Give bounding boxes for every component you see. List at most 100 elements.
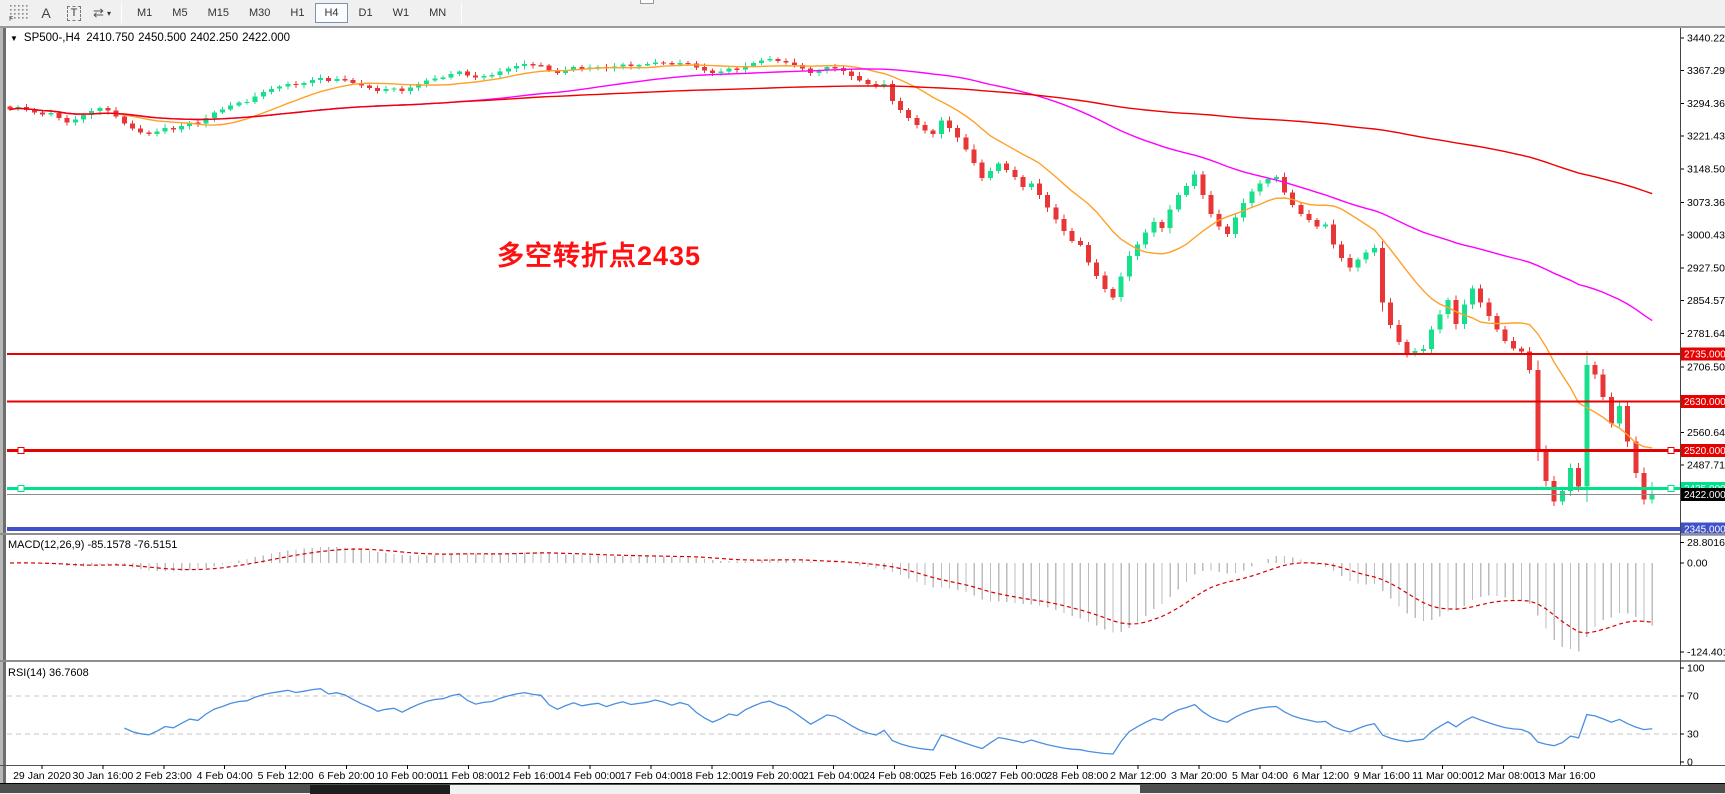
svg-text:21 Feb 04:00: 21 Feb 04:00: [803, 770, 865, 782]
ma-150-line: [9, 85, 1653, 195]
macd-histogram: [17, 547, 1653, 652]
svg-text:27 Feb 00:00: 27 Feb 00:00: [985, 770, 1047, 782]
horizontal-line-2435[interactable]: 2435.000: [7, 482, 1725, 496]
timeframe-button-h1[interactable]: H1: [290, 7, 305, 19]
horizontal-line-2345[interactable]: 2345.000: [7, 522, 1725, 536]
svg-text:29 Jan 2020: 29 Jan 2020: [13, 770, 71, 782]
svg-text:-124.4011: -124.4011: [1687, 647, 1725, 659]
svg-text:5 Mar 04:00: 5 Mar 04:00: [1232, 770, 1288, 782]
svg-text:2706.500: 2706.500: [1687, 362, 1725, 374]
text-box-tool-button[interactable]: T: [61, 2, 87, 24]
svg-text:3294.360: 3294.360: [1687, 98, 1725, 110]
svg-text:4 Feb 04:00: 4 Feb 04:00: [197, 770, 253, 782]
svg-text:11 Feb 08:00: 11 Feb 08:00: [438, 770, 499, 782]
text-box-icon: T: [66, 5, 82, 21]
svg-text:24 Feb 08:00: 24 Feb 08:00: [864, 770, 926, 782]
chart-canvas[interactable]: 2735.000 2630.000 2520.000 2435.000 2345.000…: [0, 28, 1725, 783]
svg-text:2487.710: 2487.710: [1687, 460, 1725, 472]
taskbar-segment[interactable]: [310, 785, 450, 794]
svg-text:2345.000: 2345.000: [1684, 525, 1725, 536]
ma-55-line: [9, 68, 1653, 322]
svg-text:2854.570: 2854.570: [1687, 295, 1725, 307]
svg-text:2630.000: 2630.000: [1684, 397, 1725, 408]
svg-text:2520.000: 2520.000: [1684, 446, 1725, 457]
taskbar-active-window-segment[interactable]: [450, 785, 1140, 794]
svg-text:3367.290: 3367.290: [1687, 65, 1725, 77]
svg-text:2735.000: 2735.000: [1684, 350, 1725, 361]
low-value: 2402.250: [190, 32, 239, 44]
svg-text:2927.500: 2927.500: [1687, 262, 1725, 274]
svg-text:12 Mar 08:00: 12 Mar 08:00: [1473, 770, 1535, 782]
swap-arrows-icon: ⇄: [93, 5, 104, 20]
svg-text:3221.430: 3221.430: [1687, 131, 1725, 143]
svg-text:2 Mar 12:00: 2 Mar 12:00: [1110, 770, 1166, 782]
dropdown-caret-icon[interactable]: ▾: [106, 8, 111, 18]
macd-signal-line: [9, 548, 1653, 634]
rsi-line: [124, 688, 1653, 755]
svg-text:17 Feb 04:00: 17 Feb 04:00: [620, 770, 682, 782]
svg-text:3148.500: 3148.500: [1687, 163, 1725, 175]
svg-text:5 Feb 12:00: 5 Feb 12:00: [258, 770, 314, 782]
arrows-tool-button[interactable]: ⇄ ▾: [89, 2, 115, 24]
symbol-period-label: SP500-,H4: [23, 32, 81, 44]
dock-handle-button[interactable]: F: [5, 2, 31, 24]
svg-text:28.8016: 28.8016: [1687, 537, 1725, 549]
toolbar-separator: [121, 3, 122, 23]
svg-text:2560.640: 2560.640: [1687, 427, 1725, 439]
svg-text:25 Feb 16:00: 25 Feb 16:00: [925, 770, 987, 782]
horizontal-line-2735[interactable]: 2735.000: [7, 347, 1725, 361]
timeframe-button-d1[interactable]: D1: [358, 7, 373, 19]
svg-text:0.00: 0.00: [1687, 558, 1708, 570]
rsi-indicator-label: RSI(14) 36.7608: [8, 667, 89, 679]
svg-text:19 Feb 20:00: 19 Feb 20:00: [742, 770, 804, 782]
svg-text:13 Mar 16:00: 13 Mar 16:00: [1534, 770, 1596, 782]
svg-text:30: 30: [1687, 728, 1699, 740]
toolbar-separator: [461, 3, 463, 23]
svg-text:14 Feb 00:00: 14 Feb 00:00: [559, 770, 621, 782]
svg-text:3 Mar 20:00: 3 Mar 20:00: [1171, 770, 1227, 782]
open-value: 2410.750: [86, 32, 135, 44]
svg-text:3073.360: 3073.360: [1687, 197, 1725, 209]
timeframe-button-m5[interactable]: M5: [172, 7, 188, 19]
svg-text:0: 0: [1687, 757, 1693, 769]
timeframe-button-m30[interactable]: M30: [248, 7, 271, 19]
chart-ohlc-title: ▼ SP500-,H4 2410.750 2450.500 2402.250 2…: [10, 32, 290, 44]
svg-text:2781.640: 2781.640: [1687, 328, 1725, 340]
svg-text:6 Feb 20:00: 6 Feb 20:00: [318, 770, 374, 782]
candles-layer: [7, 55, 1655, 506]
ma-13-line: [9, 64, 1653, 449]
horizontal-line-2630[interactable]: 2630.000: [7, 394, 1725, 408]
svg-text:18 Feb 12:00: 18 Feb 12:00: [681, 770, 743, 782]
svg-text:30 Jan 16:00: 30 Jan 16:00: [73, 770, 134, 782]
svg-text:10 Feb 00:00: 10 Feb 00:00: [376, 770, 438, 782]
taskbar-strip[interactable]: [0, 783, 1725, 794]
svg-text:F: F: [9, 16, 13, 22]
svg-text:3000.430: 3000.430: [1687, 230, 1725, 242]
top-toolbar: F A T ⇄ ▾ M1 M5 M15 M30 H1 H4 D1 W1 MN: [0, 0, 1725, 28]
timeframe-button-m1[interactable]: M1: [137, 7, 153, 19]
timeframe-button-w1[interactable]: W1: [392, 7, 410, 19]
svg-text:2422.000: 2422.000: [1684, 490, 1725, 501]
text-label-tool-button[interactable]: A: [33, 2, 59, 24]
svg-text:3440.220: 3440.220: [1687, 33, 1725, 45]
grid-dots-icon: F: [9, 5, 28, 22]
horizontal-line-2520[interactable]: 2520.000: [7, 444, 1725, 458]
high-value: 2450.500: [138, 32, 187, 44]
timeframe-button-h4[interactable]: H4: [315, 3, 348, 23]
chart-menu-caret-icon[interactable]: ▼: [10, 33, 18, 43]
svg-text:6 Mar 12:00: 6 Mar 12:00: [1293, 770, 1349, 782]
macd-indicator-label: MACD(12,26,9) -85.1578 -76.5151: [8, 539, 178, 551]
svg-text:12 Feb 16:00: 12 Feb 16:00: [498, 770, 560, 782]
chart-window: 2735.000 2630.000 2520.000 2435.000 2345.000…: [0, 28, 1725, 783]
svg-text:100: 100: [1687, 663, 1705, 675]
svg-text:70: 70: [1687, 691, 1699, 703]
letter-a-icon: A: [41, 5, 51, 21]
chart-annotation-text[interactable]: 多空转折点2435: [497, 241, 702, 271]
svg-text:28 Feb 08:00: 28 Feb 08:00: [1046, 770, 1108, 782]
timeframe-button-m15[interactable]: M15: [207, 7, 229, 19]
svg-text:11 Mar 00:00: 11 Mar 00:00: [1412, 770, 1473, 782]
close-value: 2422.000: [242, 32, 291, 44]
svg-text:2 Feb 23:00: 2 Feb 23:00: [136, 770, 192, 782]
timeframe-button-mn[interactable]: MN: [429, 7, 447, 19]
window-tab-remnant: [640, 0, 654, 4]
